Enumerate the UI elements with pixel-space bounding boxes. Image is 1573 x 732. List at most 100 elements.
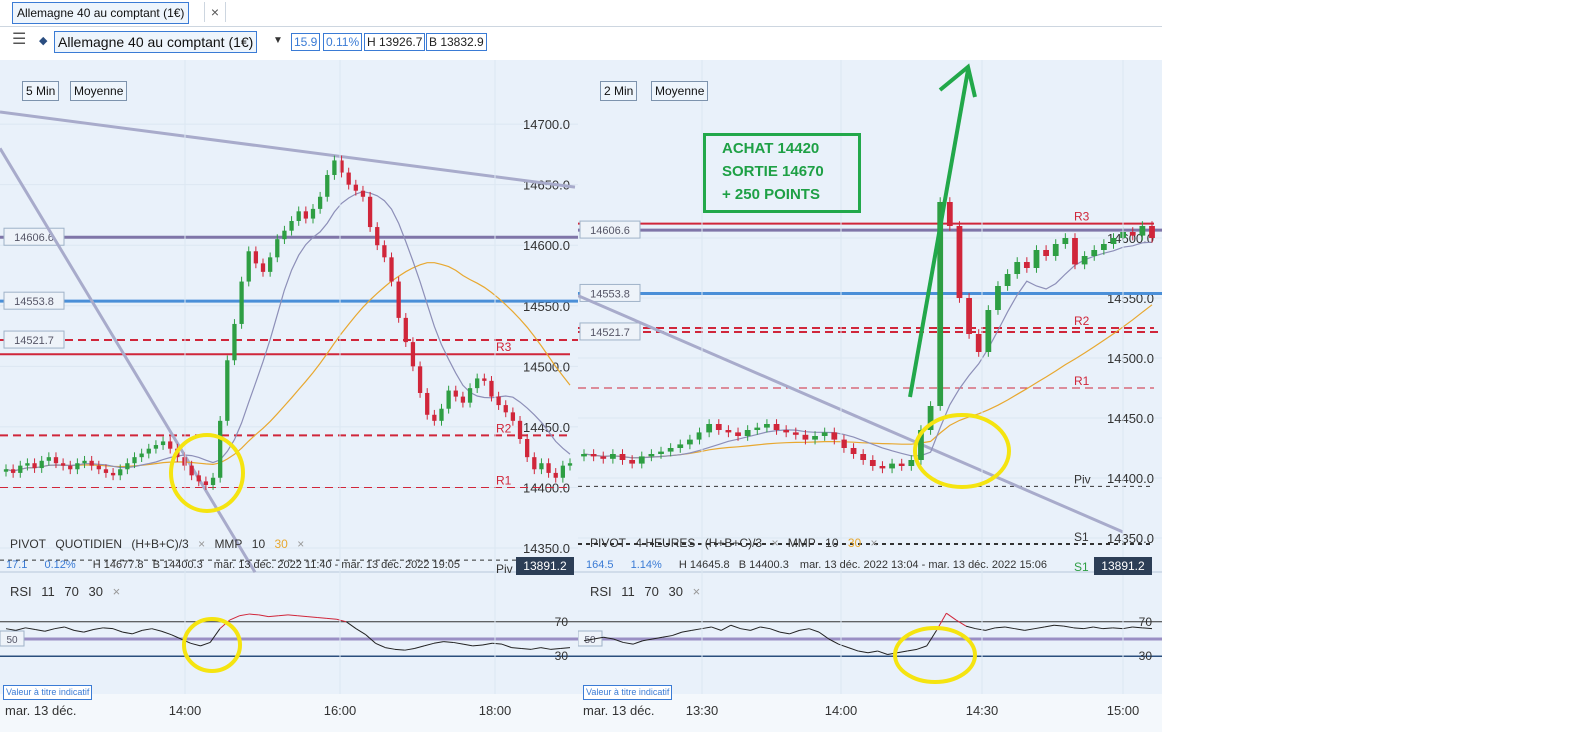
rsi-line-segment bbox=[623, 641, 634, 645]
overlay-selector[interactable]: Moyenne bbox=[651, 81, 709, 101]
rsi-line-segment bbox=[769, 628, 781, 633]
candle-body bbox=[239, 281, 244, 324]
rsi-line-segment bbox=[603, 636, 614, 640]
candle-body bbox=[482, 378, 487, 381]
rsi-line-segment bbox=[239, 613, 250, 617]
timeframe-selector[interactable]: 5 Min bbox=[22, 81, 60, 101]
highlight-circle bbox=[913, 413, 1011, 489]
candle-body bbox=[182, 457, 187, 466]
candle-body bbox=[303, 211, 308, 219]
remove-mmp-icon[interactable]: × bbox=[297, 537, 305, 551]
candle-body bbox=[1129, 232, 1136, 236]
pivot-period: 4 HEURES bbox=[635, 536, 696, 550]
rsi-line-segment bbox=[385, 647, 396, 650]
timeframe-selector[interactable]: 2 Min bbox=[600, 81, 638, 101]
level-tag-label: 14521.7 bbox=[14, 335, 54, 347]
rsi-line-segment bbox=[671, 631, 683, 637]
candle-body bbox=[453, 390, 458, 397]
candle-body bbox=[560, 465, 566, 478]
level-tag-label: 14521.7 bbox=[590, 327, 630, 339]
candle-body bbox=[619, 454, 626, 460]
candle-body bbox=[503, 405, 508, 413]
rsi-line-segment bbox=[838, 643, 849, 649]
rsi-line-segment bbox=[531, 647, 541, 650]
candle-body bbox=[908, 460, 915, 466]
indicator-row: PIVOT 4 HEURES (H+B+C)/3 × MMP 10 30 × bbox=[590, 536, 884, 550]
candle-body bbox=[706, 424, 713, 433]
candle-body bbox=[325, 174, 330, 197]
chart-panel-left: 14700.0 14650.0 14600.0 14550.0 14500.0 14450… bbox=[0, 60, 578, 732]
menu-icon[interactable]: ☰ bbox=[12, 31, 27, 48]
rsi-line-segment bbox=[1102, 627, 1113, 630]
y-tick-label: 14350.0 bbox=[1107, 531, 1154, 546]
rsi-line-segment bbox=[54, 626, 65, 630]
pivot-level-label: R1 bbox=[1074, 374, 1090, 388]
rsi-line-segment bbox=[472, 644, 483, 647]
candle-body bbox=[850, 448, 857, 454]
candle-body bbox=[956, 226, 963, 298]
level-tag-box bbox=[579, 220, 641, 239]
candle-body bbox=[744, 430, 751, 436]
rsi-line-segment bbox=[462, 643, 473, 647]
candle-body bbox=[189, 465, 194, 476]
candle-body bbox=[317, 196, 323, 209]
rsi-line-segment bbox=[1112, 627, 1123, 630]
candle-body bbox=[1014, 262, 1021, 274]
rsi-line-segment bbox=[1044, 624, 1055, 628]
candle-body bbox=[546, 463, 551, 473]
annotation-buy: ACHAT 14420 bbox=[722, 140, 820, 157]
candle-body bbox=[403, 317, 408, 343]
buy-arrow-shaft bbox=[908, 69, 970, 398]
candle-body bbox=[677, 444, 684, 448]
remove-pivot-icon[interactable]: × bbox=[198, 537, 206, 551]
rsi-line-segment bbox=[750, 626, 761, 631]
mmp-10-line bbox=[5, 190, 571, 472]
rsi-line-segment bbox=[1014, 628, 1025, 631]
candle-body bbox=[139, 453, 144, 458]
price-chart-left[interactable]: 14700.014650.014600.014550.014500.014450… bbox=[0, 60, 578, 732]
candle-body bbox=[879, 466, 886, 469]
candle-body bbox=[25, 463, 30, 466]
annotation-points: + 250 POINTS bbox=[722, 186, 820, 203]
remove-mmp-icon[interactable]: × bbox=[870, 536, 878, 550]
tab-instrument[interactable]: Allemagne 40 au comptant (1€) bbox=[12, 2, 190, 24]
x-tick-label: 14:00 bbox=[825, 703, 858, 718]
rsi-line-segment bbox=[1063, 625, 1074, 629]
rsi-line-segment bbox=[593, 636, 604, 640]
close-icon[interactable]: × bbox=[204, 2, 226, 22]
candle-body bbox=[203, 481, 209, 486]
candle-body bbox=[53, 457, 59, 464]
rsi-line-segment bbox=[112, 628, 123, 633]
rsi-line-segment bbox=[200, 641, 211, 647]
candle-body bbox=[1023, 262, 1030, 268]
stat-low: B 14400.3 bbox=[152, 559, 203, 571]
rsi-low: 30 bbox=[668, 584, 683, 599]
rsi-line-segment bbox=[701, 626, 712, 630]
instrument-selector[interactable]: Allemagne 40 au comptant (1€) bbox=[54, 31, 258, 53]
rsi-line-segment bbox=[44, 628, 55, 632]
rsi-line-segment bbox=[453, 641, 464, 645]
pivot-formula: (H+B+C)/3 bbox=[704, 536, 763, 550]
remove-pivot-icon[interactable]: × bbox=[771, 536, 779, 550]
candle-body bbox=[735, 432, 741, 436]
price-chart-right[interactable]: 14600.014550.014500.014450.014400.014350… bbox=[578, 60, 1162, 732]
rsi-line-segment bbox=[142, 628, 152, 631]
rsi-line-segment bbox=[209, 628, 221, 643]
candle-body bbox=[146, 448, 151, 454]
tab-bar: Allemagne 40 au comptant (1€) × bbox=[0, 0, 1162, 27]
rsi-line-segment bbox=[550, 647, 561, 650]
rsi-line-segment bbox=[1093, 626, 1104, 630]
y-tick-label: 14400.0 bbox=[1107, 471, 1154, 486]
remove-rsi-icon[interactable]: × bbox=[112, 584, 121, 599]
rsi-line-segment bbox=[926, 630, 937, 647]
remove-rsi-icon[interactable]: × bbox=[692, 584, 701, 599]
chevron-down-icon[interactable]: ▼ bbox=[273, 35, 283, 46]
rsi-line-segment bbox=[64, 626, 75, 631]
stat-high: H 14677.8 bbox=[92, 559, 144, 571]
overlay-selector[interactable]: Moyenne bbox=[70, 81, 128, 101]
rsi-line-segment bbox=[132, 629, 143, 635]
candle-body bbox=[382, 245, 387, 258]
candle-body bbox=[125, 463, 130, 470]
rsi-label: RSI bbox=[10, 584, 32, 599]
y-tick-label: 14450.0 bbox=[523, 420, 570, 435]
